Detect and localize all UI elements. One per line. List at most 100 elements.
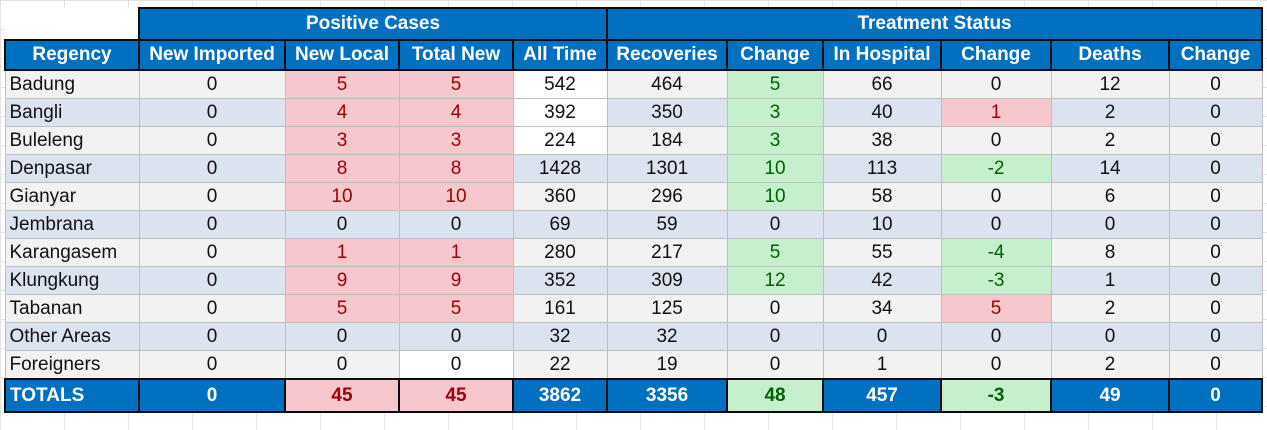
table-cell[interactable]: 0	[1168, 350, 1263, 380]
table-cell[interactable]: 6	[1050, 182, 1170, 211]
totals-label[interactable]: TOTALS	[4, 378, 140, 413]
table-cell[interactable]: 0	[138, 294, 286, 323]
table-cell[interactable]: 2	[1050, 98, 1170, 127]
totals-cell[interactable]: 0	[1168, 378, 1264, 413]
table-cell[interactable]: 125	[606, 294, 728, 323]
totals-cell[interactable]: 3356	[606, 378, 729, 413]
table-cell[interactable]: 0	[1168, 154, 1263, 183]
table-cell[interactable]: 0	[284, 322, 400, 351]
table-cell[interactable]: 19	[606, 350, 728, 380]
table-cell[interactable]: 224	[512, 126, 608, 155]
table-cell[interactable]: 1	[822, 350, 942, 380]
table-cell[interactable]: 10	[284, 182, 400, 211]
table-cell[interactable]: 360	[512, 182, 608, 211]
table-cell[interactable]: 58	[822, 182, 942, 211]
group-treatment-status[interactable]: Treatment Status	[606, 7, 1264, 41]
regency-name-cell[interactable]: Tabanan	[4, 294, 140, 323]
table-cell[interactable]: 0	[398, 350, 514, 380]
regency-name-cell[interactable]: Jembrana	[4, 210, 140, 239]
column-header-new-local-2[interactable]: New Local	[284, 39, 400, 71]
table-cell[interactable]: 0	[398, 210, 514, 239]
regency-name-cell[interactable]: Klungkung	[4, 266, 140, 295]
regency-name-cell[interactable]: Buleleng	[4, 126, 140, 155]
table-cell[interactable]: 161	[512, 294, 608, 323]
corner-cell[interactable]	[4, 7, 140, 41]
table-cell[interactable]: -3	[940, 266, 1052, 295]
table-cell[interactable]: 5	[398, 294, 514, 323]
table-cell[interactable]: 1428	[512, 154, 608, 183]
totals-cell[interactable]: 48	[726, 378, 825, 413]
table-cell[interactable]: 0	[138, 322, 286, 351]
table-cell[interactable]: -4	[940, 238, 1052, 267]
table-cell[interactable]: 0	[398, 322, 514, 351]
regency-name-cell[interactable]: Denpasar	[4, 154, 140, 183]
column-header-recoveries-5[interactable]: Recoveries	[606, 39, 729, 71]
table-cell[interactable]: 0	[138, 154, 286, 183]
table-cell[interactable]: -2	[940, 154, 1052, 183]
table-cell[interactable]: 66	[822, 69, 942, 99]
table-cell[interactable]: 184	[606, 126, 728, 155]
regency-name-cell[interactable]: Foreigners	[4, 350, 140, 380]
table-cell[interactable]: 10	[726, 154, 824, 183]
table-cell[interactable]: 0	[940, 350, 1052, 380]
group-positive-cases[interactable]: Positive Cases	[137, 7, 609, 41]
table-cell[interactable]: 542	[512, 69, 608, 99]
table-cell[interactable]: 0	[138, 126, 286, 155]
table-cell[interactable]: 0	[138, 238, 286, 267]
table-cell[interactable]: 0	[138, 182, 286, 211]
table-cell[interactable]: 1	[284, 238, 400, 267]
regency-name-cell[interactable]: Other Areas	[4, 322, 140, 351]
table-cell[interactable]: 0	[138, 98, 286, 127]
table-cell[interactable]: 5	[940, 294, 1052, 323]
column-header-deaths-9[interactable]: Deaths	[1050, 39, 1171, 71]
column-header-change-10[interactable]: Change	[1168, 39, 1264, 71]
table-cell[interactable]: 0	[940, 182, 1052, 211]
table-cell[interactable]: 392	[512, 98, 608, 127]
table-cell[interactable]: 0	[284, 350, 400, 380]
table-cell[interactable]: 0	[1050, 210, 1170, 239]
regency-name-cell[interactable]: Bangli	[4, 98, 140, 127]
table-cell[interactable]: 1301	[606, 154, 728, 183]
column-header-total-new-3[interactable]: Total New	[398, 39, 514, 71]
table-cell[interactable]: 12	[726, 266, 824, 295]
table-cell[interactable]: 350	[606, 98, 728, 127]
table-cell[interactable]: 309	[606, 266, 728, 295]
table-cell[interactable]: 0	[822, 322, 942, 351]
regency-name-cell[interactable]: Badung	[4, 69, 140, 99]
table-cell[interactable]: 0	[1168, 266, 1263, 295]
table-cell[interactable]: 32	[606, 322, 728, 351]
totals-cell[interactable]: 457	[822, 378, 943, 413]
table-cell[interactable]: 10	[398, 182, 514, 211]
table-cell[interactable]: 5	[726, 238, 824, 267]
table-cell[interactable]: 34	[822, 294, 942, 323]
table-cell[interactable]: 5	[284, 294, 400, 323]
table-cell[interactable]: 42	[822, 266, 942, 295]
table-cell[interactable]: 5	[398, 69, 514, 99]
table-cell[interactable]: 0	[138, 69, 286, 99]
table-cell[interactable]: 0	[1168, 126, 1263, 155]
table-cell[interactable]: 32	[512, 322, 608, 351]
table-cell[interactable]: 0	[284, 210, 400, 239]
table-cell[interactable]: 0	[1168, 238, 1263, 267]
table-cell[interactable]: 352	[512, 266, 608, 295]
table-cell[interactable]: 0	[1168, 69, 1263, 99]
table-cell[interactable]: 0	[726, 210, 824, 239]
table-cell[interactable]: 280	[512, 238, 608, 267]
table-cell[interactable]: 38	[822, 126, 942, 155]
column-header-all-time-4[interactable]: All Time	[511, 39, 609, 71]
table-cell[interactable]: 0	[1168, 210, 1263, 239]
column-header-new-imported-1[interactable]: New Imported	[138, 39, 286, 71]
table-cell[interactable]: 0	[1168, 182, 1263, 211]
table-cell[interactable]: 5	[284, 69, 400, 99]
table-cell[interactable]: 1	[398, 238, 514, 267]
table-cell[interactable]: 113	[822, 154, 942, 183]
table-cell[interactable]: 10	[726, 182, 824, 211]
table-cell[interactable]: 9	[284, 266, 400, 295]
table-cell[interactable]: 10	[822, 210, 942, 239]
table-cell[interactable]: 4	[284, 98, 400, 127]
table-cell[interactable]: 1	[1050, 266, 1170, 295]
totals-cell[interactable]: -3	[940, 378, 1053, 413]
table-cell[interactable]: 3	[284, 126, 400, 155]
column-header-change-8[interactable]: Change	[940, 39, 1053, 71]
table-cell[interactable]: 3	[726, 126, 824, 155]
